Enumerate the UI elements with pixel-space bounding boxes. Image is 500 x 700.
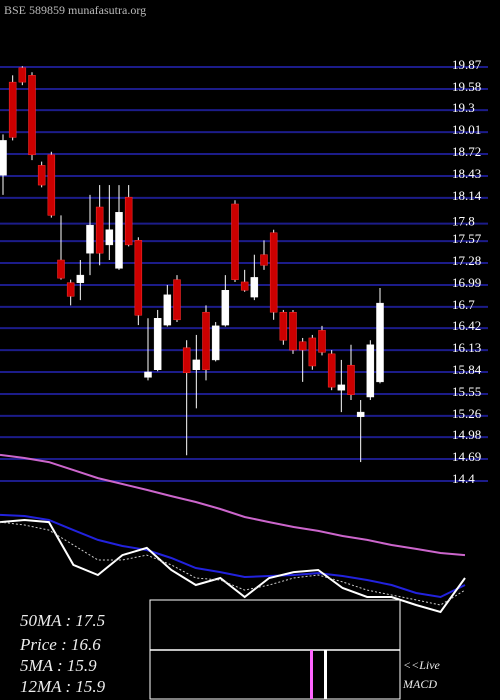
y-tick-label: 16.7 xyxy=(452,297,475,312)
candle-body xyxy=(173,279,181,321)
y-tick-label: 19.01 xyxy=(452,122,481,137)
candle-body xyxy=(76,274,85,283)
readout: 12MA : 15.9 xyxy=(20,677,106,696)
y-tick-label: 19.3 xyxy=(452,100,475,115)
candle-body xyxy=(231,203,239,280)
chart-title: BSE 589859 munafasutra.org xyxy=(4,3,146,17)
y-tick-label: 14.4 xyxy=(452,471,475,486)
candle-body xyxy=(366,344,375,398)
y-tick-label: 19.87 xyxy=(452,57,482,72)
candle-body xyxy=(95,206,104,254)
candle-body xyxy=(250,277,259,298)
candle-body xyxy=(211,325,220,361)
y-tick-label: 14.69 xyxy=(452,449,481,464)
y-tick-label: 19.58 xyxy=(452,79,481,94)
y-tick-label: 18.14 xyxy=(452,188,482,203)
candle-body xyxy=(153,318,162,370)
candle-body xyxy=(144,371,152,378)
candle-body xyxy=(124,196,133,246)
candle-body xyxy=(115,212,123,269)
candle-body xyxy=(269,232,278,313)
y-tick-label: 15.26 xyxy=(452,406,482,421)
macd-label: MACD xyxy=(402,677,437,691)
y-tick-label: 18.72 xyxy=(452,144,481,159)
y-tick-label: 18.43 xyxy=(452,166,481,181)
y-tick-label: 15.55 xyxy=(452,384,481,399)
candle-body xyxy=(347,364,355,395)
candle-body xyxy=(337,384,346,391)
candle-body xyxy=(163,294,172,326)
candle-body xyxy=(105,229,114,246)
y-tick-label: 16.42 xyxy=(452,318,481,333)
candle-body xyxy=(66,282,75,297)
candle-body xyxy=(318,330,326,353)
candle-body xyxy=(8,81,17,138)
candle-body xyxy=(182,347,191,374)
candle-body xyxy=(57,259,65,279)
candle-body xyxy=(18,67,27,83)
candle-body xyxy=(240,281,249,291)
macd-bar xyxy=(324,650,327,699)
indicator-line xyxy=(0,518,466,614)
candle-body xyxy=(192,359,201,370)
readout: 50MA : 17.5 xyxy=(20,611,105,630)
y-tick-label: 15.84 xyxy=(452,362,482,377)
candle-body xyxy=(298,341,307,351)
candle-body xyxy=(86,224,94,254)
readout: 5MA : 15.9 xyxy=(20,656,97,675)
candle-body xyxy=(221,290,230,326)
candle-body xyxy=(376,302,384,383)
y-tick-label: 16.13 xyxy=(452,340,481,355)
candle-body xyxy=(134,240,143,316)
y-tick-label: 17.28 xyxy=(452,253,481,268)
indicator-line xyxy=(0,453,466,557)
y-tick-label: 16.99 xyxy=(452,275,481,290)
candle-body xyxy=(279,311,288,341)
readout: Price : 16.6 xyxy=(19,635,101,654)
macd-label: <<Live xyxy=(403,658,441,672)
candle-body xyxy=(202,311,210,370)
candle-body xyxy=(289,311,297,351)
candle-body xyxy=(260,254,268,266)
y-tick-label: 14.98 xyxy=(452,427,481,442)
macd-bar xyxy=(310,650,313,699)
candle-body xyxy=(356,411,365,417)
candle-body xyxy=(28,75,36,156)
y-tick-label: 17.57 xyxy=(452,231,482,246)
indicator-line xyxy=(0,521,466,606)
candle-body xyxy=(47,154,56,216)
candle-body xyxy=(327,353,336,388)
candle-body xyxy=(0,140,7,176)
indicator-line xyxy=(0,513,466,599)
candle-body xyxy=(37,165,46,186)
y-tick-label: 17.8 xyxy=(452,214,475,229)
candle-body xyxy=(308,337,317,367)
